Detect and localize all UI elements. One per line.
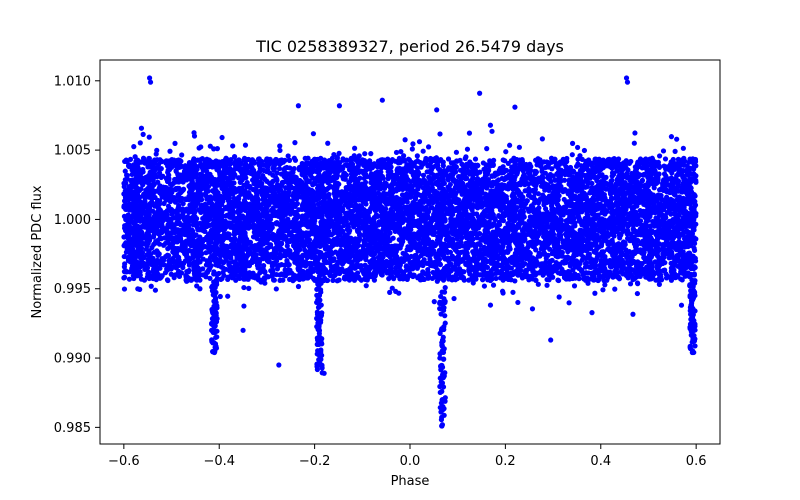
plot-area [121,75,699,429]
data-point [526,208,532,214]
data-point [555,277,562,284]
data-point [472,156,479,162]
data-point [445,156,452,162]
data-point [532,168,538,174]
data-point [286,157,293,163]
data-point [161,200,167,207]
data-point [662,156,669,162]
data-point [122,261,128,267]
data-points [121,75,699,429]
data-point [168,271,174,277]
data-point [464,175,470,181]
data-point [277,272,283,278]
data-point [121,275,127,281]
data-point [121,269,128,275]
data-point [270,277,277,283]
data-point [639,177,646,183]
data-point [575,161,581,167]
data-point [292,157,299,163]
data-point [124,172,130,179]
data-point [274,177,280,183]
data-point [225,276,231,283]
data-point [179,188,185,194]
data-point [200,266,206,272]
data-point [270,172,276,178]
chart-title: TIC 0258389327, period 26.5479 days [255,37,564,56]
data-point [277,277,283,283]
data-point [589,180,595,187]
data-point [164,277,171,283]
